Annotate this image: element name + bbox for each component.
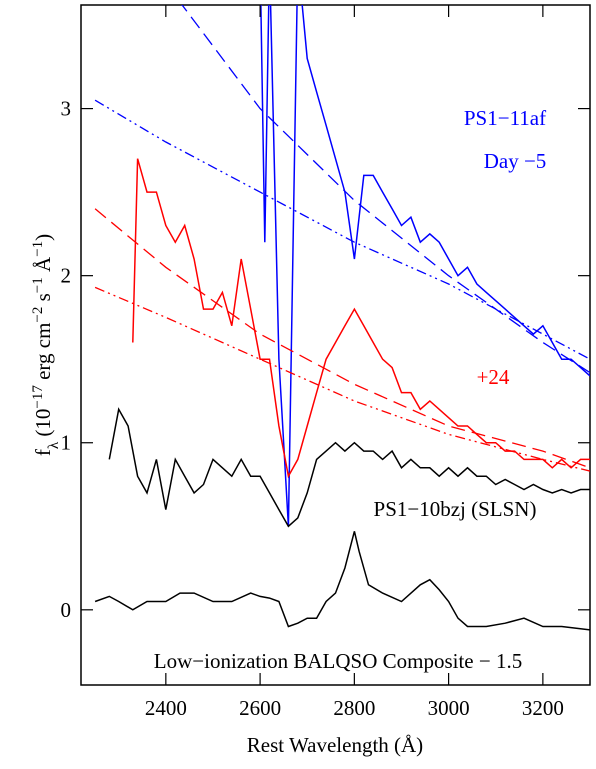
x-tick-label: 2400 [145, 696, 187, 720]
x-tick-label: 3000 [428, 696, 470, 720]
y-label-part: −1 [30, 241, 46, 257]
x-tick-label: 2800 [333, 696, 375, 720]
y-label-part: erg cm [31, 323, 55, 386]
y-tick-label: 3 [61, 97, 72, 121]
annotation: Day −5 [484, 149, 547, 173]
spectrum-line [94, 99, 590, 360]
y-label-part: Å [31, 256, 55, 277]
spectrum-line [181, 5, 590, 374]
y-label-part: f [31, 449, 55, 456]
annotation: PS1−11af [464, 106, 546, 130]
annotation: Low−ionization BALQSO Composite − 1.5 [154, 649, 522, 673]
y-label-part: λ [46, 441, 62, 449]
spectrum-line [94, 531, 590, 631]
plot-frame [80, 4, 591, 686]
y-tick-label: 1 [61, 431, 72, 455]
y-axis-label: fλ (10−17 erg cm−2 s−1 Å−1) [30, 234, 62, 456]
spectrum-line [108, 407, 590, 528]
data-layer [94, 5, 590, 631]
y-label-part: ) [31, 234, 55, 241]
x-tick-label: 3200 [522, 696, 564, 720]
y-label-part: (10 [31, 409, 55, 442]
y-label-part: s [31, 293, 55, 306]
y-label-part: −17 [30, 385, 46, 409]
y-label-part: −1 [30, 277, 46, 293]
y-tick-label: 0 [61, 598, 72, 622]
annotation: +24 [477, 365, 510, 389]
x-axis-label: Rest Wavelength (Å) [247, 733, 423, 757]
x-tick-label: 2600 [239, 696, 281, 720]
y-tick-label: 2 [61, 264, 72, 288]
spectrum-line [260, 5, 590, 527]
spectrum-line [94, 208, 590, 469]
annotation: PS1−10bzj (SLSN) [374, 497, 537, 521]
y-label-part: −2 [30, 307, 46, 323]
